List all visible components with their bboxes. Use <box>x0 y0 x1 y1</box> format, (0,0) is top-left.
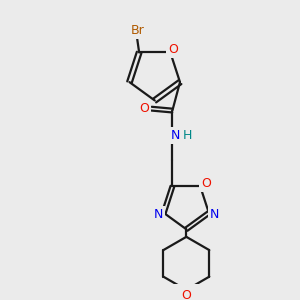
Text: N: N <box>171 129 180 142</box>
Text: O: O <box>139 102 149 115</box>
Text: N: N <box>210 208 219 221</box>
Text: O: O <box>168 43 178 56</box>
Text: Br: Br <box>130 24 144 37</box>
Text: O: O <box>182 289 191 300</box>
Text: H: H <box>183 129 192 142</box>
Text: N: N <box>153 208 163 221</box>
Text: O: O <box>201 177 211 190</box>
